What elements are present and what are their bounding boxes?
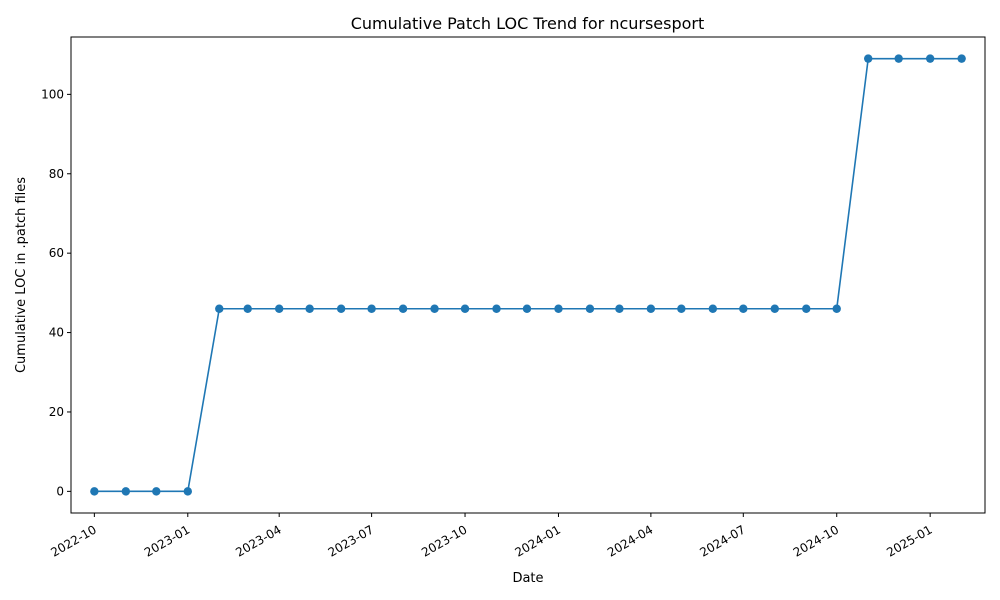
data-point <box>739 304 748 313</box>
data-point <box>398 304 408 313</box>
data-point <box>802 304 811 313</box>
data-point <box>708 304 718 313</box>
data-point <box>90 487 99 496</box>
data-point <box>336 304 346 313</box>
data-point <box>554 304 563 313</box>
y-tick-label: 20 <box>49 405 64 419</box>
data-point <box>957 54 966 63</box>
chart-title: Cumulative Patch LOC Trend for ncursespo… <box>351 14 705 33</box>
y-tick-label: 0 <box>56 484 64 498</box>
data-point <box>367 304 376 313</box>
y-axis: 0 20 40 60 80 100 <box>41 87 71 498</box>
data-point <box>864 54 873 63</box>
data-point <box>152 487 161 496</box>
data-point <box>243 304 252 313</box>
data-point <box>894 54 903 63</box>
y-tick-label: 40 <box>49 326 64 340</box>
data-point <box>121 487 131 496</box>
data-point <box>832 304 841 313</box>
y-tick-label: 100 <box>41 87 64 101</box>
data-point <box>215 304 224 313</box>
x-axis-title: Date <box>512 571 543 586</box>
data-point <box>492 304 501 313</box>
data-point <box>615 304 624 313</box>
data-point <box>770 304 779 313</box>
data-point <box>522 304 532 313</box>
data-point <box>677 304 686 313</box>
data-point <box>460 304 470 313</box>
data-point <box>305 304 314 313</box>
data-point <box>274 304 284 313</box>
y-tick-label: 60 <box>49 246 64 260</box>
plot-area <box>90 54 966 496</box>
data-point <box>183 487 192 496</box>
y-tick-label: 80 <box>49 167 64 181</box>
y-axis-title: Cumulative LOC in .patch files <box>14 177 29 373</box>
data-point <box>925 54 935 63</box>
data-point <box>646 304 656 313</box>
data-point <box>430 304 439 313</box>
data-point <box>585 304 595 313</box>
plot-frame <box>70 36 986 514</box>
